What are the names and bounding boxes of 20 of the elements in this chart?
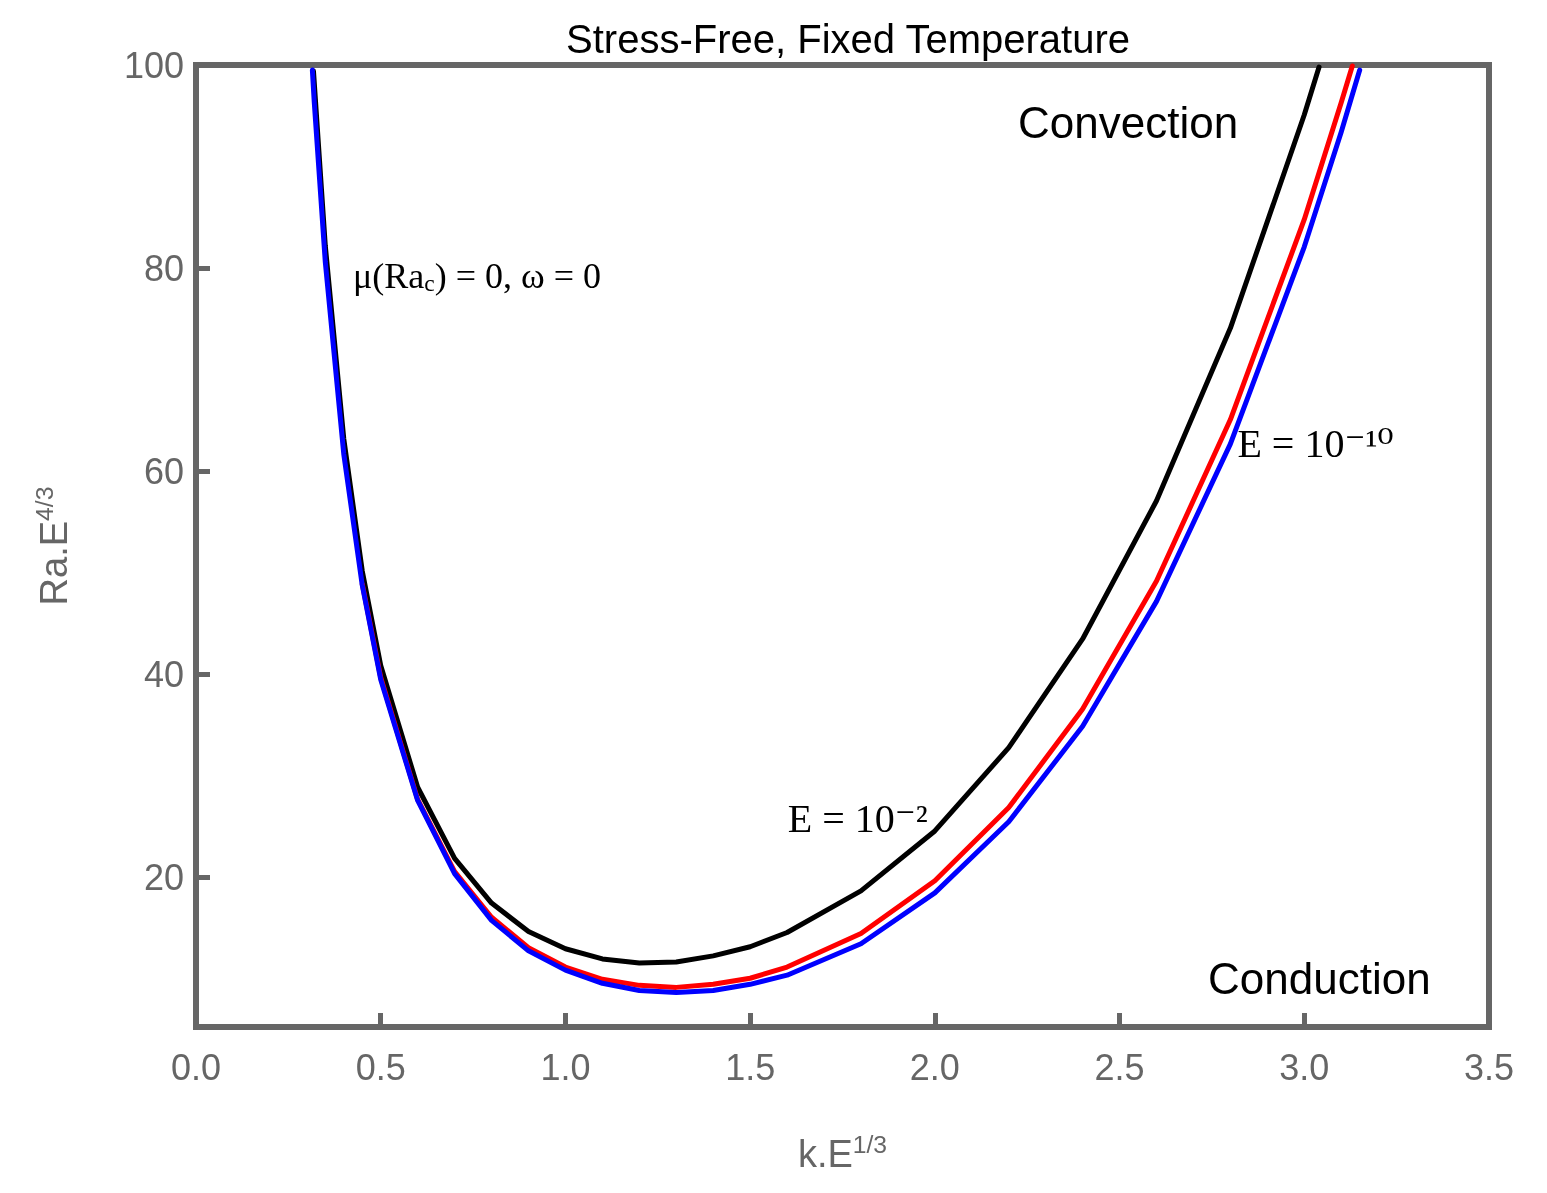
x-tick-label: 1.0 xyxy=(540,1046,591,1088)
x-tick-label: 0.0 xyxy=(170,1046,222,1088)
y-tick-label: 80 xyxy=(143,247,184,289)
x-tick-label: 0.5 xyxy=(355,1046,406,1088)
x-tick-label: 3.0 xyxy=(1279,1046,1330,1088)
y-axis-title: Ra.E4/3 xyxy=(31,486,75,606)
annotation: μ(Rac) = 0, ω = 0 xyxy=(353,256,601,297)
series-label: E = 10⁻² xyxy=(787,796,928,842)
x-tick-label: 2.5 xyxy=(1094,1046,1145,1088)
y-tick-label: 100 xyxy=(123,44,184,86)
y-tick-label: 20 xyxy=(143,857,184,899)
chart-title: Stress-Free, Fixed Temperature xyxy=(566,17,1130,61)
series-label: E = 10⁻¹⁰ xyxy=(1237,421,1394,467)
annotation: Conduction xyxy=(1208,953,1431,1003)
y-tick-label: 60 xyxy=(143,450,184,492)
x-tick-label: 2.0 xyxy=(909,1046,960,1088)
x-tick-label: 3.5 xyxy=(1463,1046,1515,1088)
x-tick-label: 1.5 xyxy=(725,1046,776,1088)
annotation: Convection xyxy=(1018,97,1239,147)
y-tick-label: 40 xyxy=(143,654,184,695)
